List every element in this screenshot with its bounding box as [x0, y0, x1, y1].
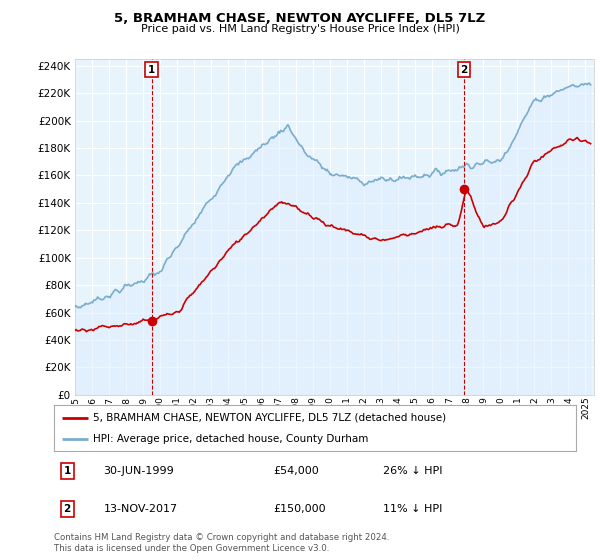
Text: 11% ↓ HPI: 11% ↓ HPI: [383, 504, 442, 514]
Text: 5, BRAMHAM CHASE, NEWTON AYCLIFFE, DL5 7LZ: 5, BRAMHAM CHASE, NEWTON AYCLIFFE, DL5 7…: [115, 12, 485, 25]
Text: 2: 2: [64, 504, 71, 514]
Text: 30-JUN-1999: 30-JUN-1999: [104, 466, 175, 476]
Text: 1: 1: [64, 466, 71, 476]
Text: 1: 1: [148, 65, 155, 75]
Text: 5, BRAMHAM CHASE, NEWTON AYCLIFFE, DL5 7LZ (detached house): 5, BRAMHAM CHASE, NEWTON AYCLIFFE, DL5 7…: [93, 413, 446, 423]
Text: 2: 2: [461, 65, 468, 75]
Text: Contains HM Land Registry data © Crown copyright and database right 2024.
This d: Contains HM Land Registry data © Crown c…: [54, 533, 389, 553]
Text: £150,000: £150,000: [273, 504, 326, 514]
Text: Price paid vs. HM Land Registry's House Price Index (HPI): Price paid vs. HM Land Registry's House …: [140, 24, 460, 34]
Text: £54,000: £54,000: [273, 466, 319, 476]
Text: HPI: Average price, detached house, County Durham: HPI: Average price, detached house, Coun…: [93, 435, 368, 444]
Text: 26% ↓ HPI: 26% ↓ HPI: [383, 466, 442, 476]
Text: 13-NOV-2017: 13-NOV-2017: [104, 504, 178, 514]
